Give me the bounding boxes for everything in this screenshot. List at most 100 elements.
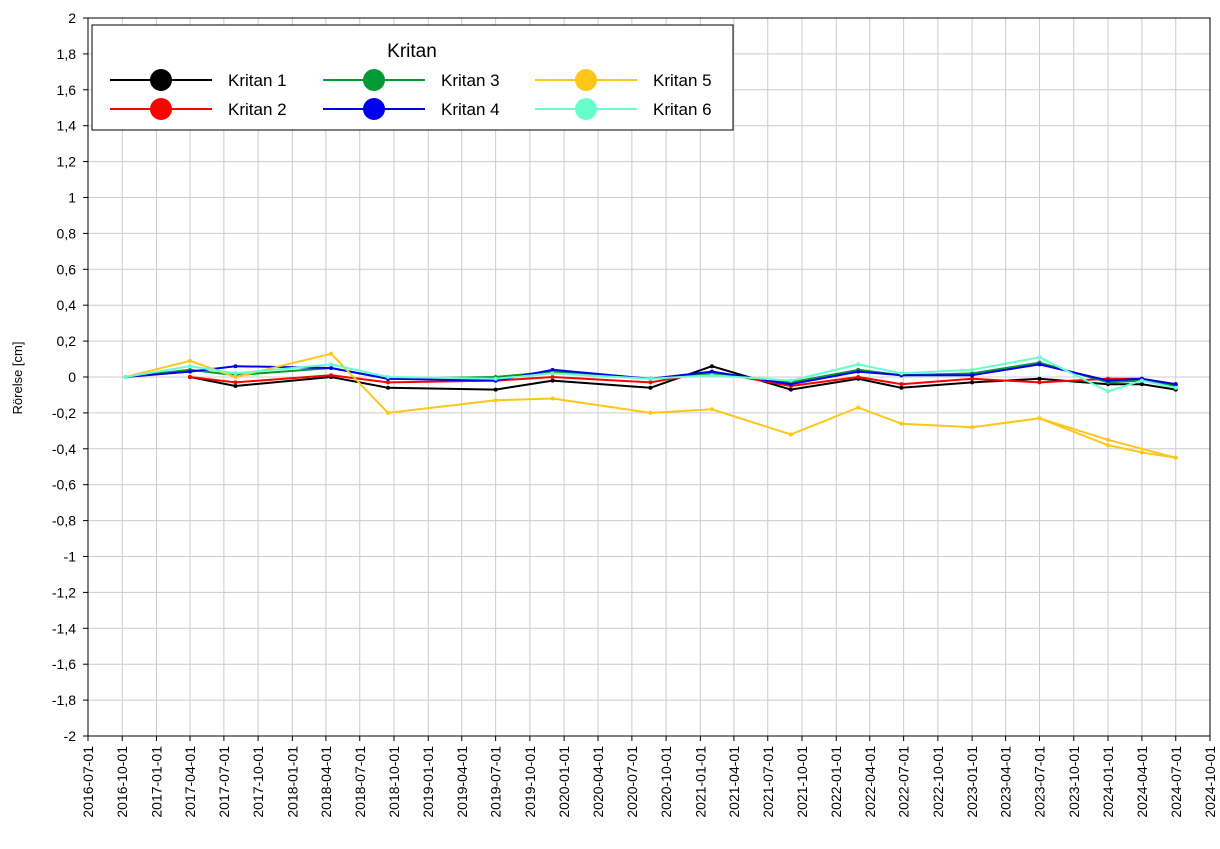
y-tick-label: -1,8 bbox=[52, 692, 76, 708]
data-point bbox=[1037, 355, 1042, 360]
data-point bbox=[788, 387, 793, 392]
legend-swatch-marker bbox=[363, 69, 385, 91]
data-point bbox=[233, 380, 238, 385]
data-point bbox=[1106, 378, 1110, 383]
legend-swatch-marker bbox=[150, 98, 172, 120]
data-point bbox=[1173, 385, 1178, 390]
y-tick-label: 1,8 bbox=[57, 46, 77, 62]
x-tick-label: 2022-01-01 bbox=[828, 746, 844, 818]
data-point bbox=[899, 382, 904, 387]
legend-label: Kritan 5 bbox=[653, 71, 712, 90]
legend-entry: Kritan 2 bbox=[110, 98, 287, 120]
data-point bbox=[1106, 437, 1110, 442]
y-tick-label: -0,6 bbox=[52, 477, 76, 493]
data-point bbox=[1173, 382, 1178, 387]
data-point bbox=[709, 369, 714, 374]
series-6 bbox=[123, 355, 1178, 394]
data-point bbox=[970, 367, 975, 372]
x-tick-label: 2023-04-01 bbox=[998, 746, 1014, 818]
data-point bbox=[970, 373, 975, 378]
y-tick-label: -1,6 bbox=[52, 656, 76, 672]
y-tick-label: -1,4 bbox=[52, 620, 76, 636]
legend-swatch-marker bbox=[575, 98, 597, 120]
x-tick-label: 2016-07-01 bbox=[80, 746, 96, 818]
data-point bbox=[1139, 450, 1144, 455]
data-point bbox=[550, 378, 555, 383]
data-point bbox=[709, 407, 714, 412]
legend-box bbox=[91, 24, 734, 131]
data-point bbox=[648, 380, 653, 385]
data-point bbox=[856, 405, 861, 410]
x-tick-label: 2022-04-01 bbox=[862, 746, 878, 818]
x-tick-label: 2020-01-01 bbox=[556, 746, 572, 818]
data-point bbox=[550, 375, 555, 379]
legend-label: Kritan 2 bbox=[228, 100, 287, 119]
y-tick-label: 1 bbox=[68, 190, 76, 206]
data-point bbox=[1106, 443, 1110, 448]
legend-swatch-marker bbox=[575, 69, 597, 91]
legend-entry: Kritan 6 bbox=[535, 98, 712, 120]
x-tick-label: 2019-04-01 bbox=[454, 746, 470, 818]
data-point bbox=[856, 375, 861, 379]
y-tick-label: 2 bbox=[68, 10, 76, 26]
data-point bbox=[386, 385, 391, 390]
data-point bbox=[1037, 380, 1042, 385]
x-axis-tick-labels: 2016-07-01 2016-10-01 2017-01-01 2017-04-01… bbox=[80, 746, 1218, 818]
series-7 bbox=[1037, 416, 1178, 460]
x-tick-label: 2017-04-01 bbox=[182, 746, 198, 818]
data-point bbox=[788, 432, 793, 437]
data-point bbox=[1139, 378, 1144, 383]
y-tick-label: 0,6 bbox=[57, 261, 77, 277]
x-tick-label: 2018-01-01 bbox=[284, 746, 300, 818]
x-tick-label: 2021-04-01 bbox=[726, 746, 742, 818]
x-tick-label: 2024-01-01 bbox=[1100, 746, 1116, 818]
data-point bbox=[386, 410, 391, 415]
y-tick-label: -1,2 bbox=[52, 584, 76, 600]
legend-label: Kritan 1 bbox=[228, 71, 287, 90]
data-point bbox=[788, 382, 793, 387]
x-tick-label: 2024-10-01 bbox=[1202, 746, 1218, 818]
series-layer bbox=[123, 351, 1178, 460]
data-point bbox=[788, 378, 793, 383]
x-tick-label: 2019-01-01 bbox=[420, 746, 436, 818]
data-point bbox=[123, 375, 128, 379]
data-point bbox=[188, 375, 192, 379]
x-tick-label: 2017-10-01 bbox=[250, 746, 266, 818]
data-point bbox=[970, 425, 975, 430]
data-point bbox=[329, 366, 334, 371]
data-point bbox=[648, 385, 653, 390]
legend-label: Kritan 4 bbox=[441, 100, 500, 119]
x-tick-label: 2020-07-01 bbox=[624, 746, 640, 818]
x-tick-label: 2024-07-01 bbox=[1168, 746, 1184, 818]
data-point bbox=[899, 421, 904, 426]
data-point bbox=[493, 376, 498, 381]
data-point bbox=[1037, 416, 1042, 421]
data-point bbox=[493, 398, 498, 403]
x-tick-label: 2023-10-01 bbox=[1066, 746, 1082, 818]
x-tick-label: 2022-10-01 bbox=[930, 746, 946, 818]
x-tick-label: 2023-07-01 bbox=[1032, 746, 1048, 818]
data-point bbox=[329, 351, 334, 356]
data-point bbox=[188, 358, 192, 363]
y-tick-label: -0,2 bbox=[52, 405, 76, 421]
y-tick-label: -2 bbox=[64, 728, 77, 744]
data-point bbox=[550, 396, 555, 401]
x-tick-label: 2018-10-01 bbox=[386, 746, 402, 818]
legend-swatch-marker bbox=[363, 98, 385, 120]
y-tick-label: 0,4 bbox=[57, 297, 77, 313]
data-point bbox=[386, 375, 391, 379]
data-point bbox=[1037, 362, 1042, 367]
data-point bbox=[856, 369, 861, 374]
data-point bbox=[648, 376, 653, 381]
legend-entry: Kritan 4 bbox=[323, 98, 500, 120]
data-point bbox=[856, 362, 861, 367]
data-point bbox=[329, 362, 334, 367]
plot-frame bbox=[87, 17, 1211, 737]
data-point bbox=[899, 371, 904, 376]
data-point bbox=[709, 364, 714, 369]
data-point bbox=[899, 385, 904, 390]
legend-title: Kritan bbox=[387, 41, 437, 62]
x-tick-label: 2022-07-01 bbox=[896, 746, 912, 818]
